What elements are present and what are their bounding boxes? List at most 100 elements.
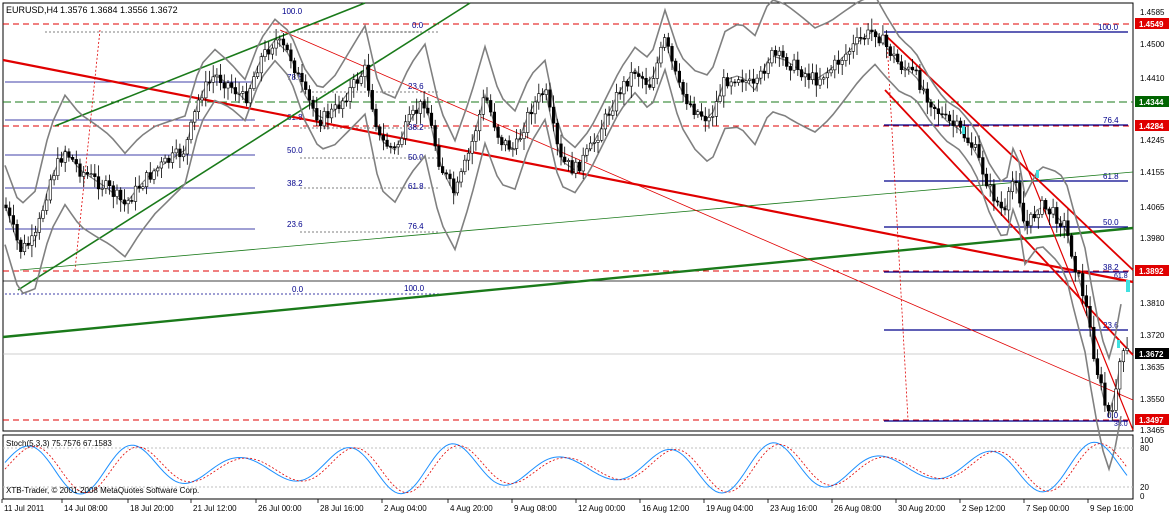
- price-label-14344: 1.4344: [1139, 98, 1164, 107]
- candle: [41, 205, 45, 223]
- candle: [736, 76, 741, 86]
- candle: [603, 108, 607, 136]
- candle: [662, 33, 667, 51]
- candle: [792, 53, 796, 74]
- candle: [637, 66, 641, 87]
- fib-right[interactable]: 100.0 76.4 61.8 50.0 38.2 23.6 0.0 61.8 …: [884, 23, 1128, 428]
- candle: [563, 146, 567, 165]
- candle: [296, 66, 300, 76]
- price-candles[interactable]: [4, 18, 1129, 421]
- candle: [888, 43, 892, 61]
- candle: [170, 146, 175, 169]
- fib-right-label-0: 0.0: [1107, 411, 1119, 420]
- candle: [500, 134, 504, 151]
- fib-right-label-382: 38.2: [1103, 263, 1119, 272]
- candle: [329, 103, 334, 124]
- candle: [585, 144, 589, 162]
- candle: [511, 142, 515, 157]
- candle: [918, 63, 922, 94]
- fib-right-label-764: 76.4: [1103, 116, 1119, 125]
- candle: [89, 164, 93, 178]
- stoch-indicator[interactable]: Stoch(5,3,3) 75.7576 67.1583 XTB-Trader,…: [3, 436, 1154, 501]
- candle: [785, 53, 789, 70]
- candle: [22, 234, 27, 256]
- candle: [755, 74, 759, 92]
- time-label: 11 Jul 2011: [4, 504, 45, 513]
- candle: [418, 99, 423, 124]
- candle: [270, 44, 275, 60]
- candle: [611, 100, 615, 120]
- vertical-markers: [74, 29, 909, 421]
- candle: [729, 77, 733, 95]
- stoch-signal-line: [4, 443, 1128, 494]
- candle: [1121, 348, 1125, 372]
- candle: [1070, 233, 1074, 259]
- stoch-axis-80: 80: [1140, 444, 1149, 453]
- price-label-current: 1.3672: [1139, 350, 1164, 359]
- candle: [992, 178, 996, 211]
- candle: [914, 65, 918, 76]
- candle: [873, 29, 878, 48]
- candle: [766, 57, 770, 79]
- price-label-bg: [1135, 120, 1169, 131]
- candle: [215, 68, 219, 86]
- candle: [781, 45, 785, 66]
- candle: [485, 87, 489, 104]
- bollinger-lower: [4, 59, 1122, 472]
- candle: [711, 105, 715, 127]
- candle: [285, 42, 289, 53]
- candle: [226, 80, 230, 100]
- candle: [674, 58, 678, 75]
- time-label: 18 Jul 20:00: [130, 504, 174, 513]
- candle: [1025, 209, 1029, 235]
- time-label: 26 Aug 08:00: [834, 504, 882, 513]
- candle: [63, 145, 67, 172]
- fib-mid[interactable]: 0.0 23.6 38.2 50.0 61.8 76.4 100.0: [300, 21, 440, 293]
- fib-left-label-786: 78.6: [287, 73, 303, 82]
- candle: [426, 96, 430, 116]
- candle: [466, 148, 471, 171]
- candle: [252, 71, 256, 91]
- candle: [122, 189, 126, 212]
- fib-left-label-236: 23.6: [287, 220, 303, 229]
- candle: [751, 68, 755, 92]
- candle: [1077, 270, 1081, 278]
- price-label-bg: [1135, 414, 1169, 425]
- candle: [278, 35, 282, 47]
- symbol-timeframe: EURUSD,H4: [6, 5, 58, 15]
- candle: [56, 147, 60, 181]
- price-axis: 1.4585 1.4500 1.4410 1.4245 1.4155 1.406…: [1135, 8, 1169, 435]
- candle: [588, 136, 593, 152]
- candle: [326, 103, 330, 130]
- candle: [714, 90, 718, 126]
- candle: [958, 117, 963, 135]
- candle: [230, 74, 234, 94]
- candle: [877, 33, 881, 47]
- candle: [37, 212, 41, 240]
- candle: [281, 32, 286, 53]
- candle: [592, 133, 596, 153]
- candle: [489, 94, 493, 117]
- candle: [304, 74, 308, 95]
- price-tick: 1.3980: [1140, 234, 1165, 243]
- candle: [555, 118, 559, 156]
- trend-lines[interactable]: [2, 2, 1134, 431]
- price-tick: 1.3635: [1140, 363, 1165, 372]
- candle: [892, 45, 896, 64]
- candle: [1103, 372, 1107, 412]
- candle: [1081, 263, 1085, 305]
- candle: [300, 63, 304, 93]
- candle: [507, 135, 511, 152]
- candle: [344, 92, 349, 107]
- candle: [45, 193, 49, 215]
- candle: [822, 75, 826, 85]
- candle: [762, 63, 767, 81]
- candle: [385, 132, 389, 149]
- candle: [33, 225, 38, 248]
- candle: [100, 179, 104, 197]
- candle: [936, 99, 940, 125]
- candle: [337, 95, 341, 114]
- price-tick: 1.4245: [1140, 136, 1165, 145]
